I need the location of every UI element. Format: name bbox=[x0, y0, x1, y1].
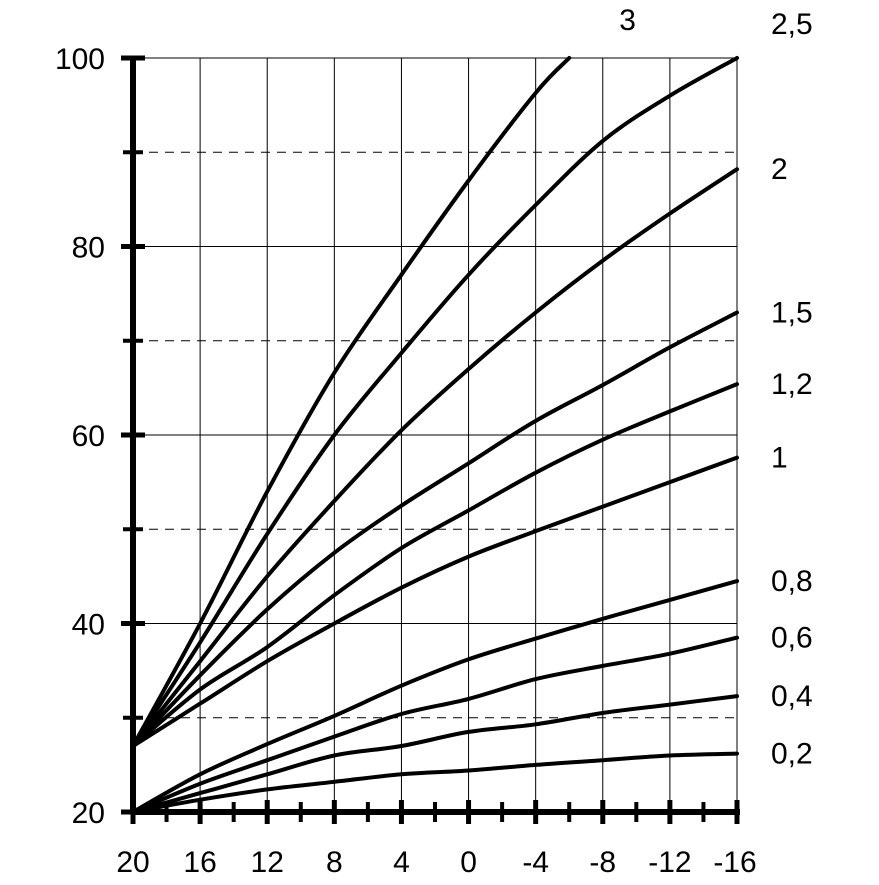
curve-0-8 bbox=[131, 579, 739, 814]
curve-label-1-5: 1,5 bbox=[771, 296, 813, 329]
x-tick-label: 12 bbox=[251, 846, 284, 879]
y-tick-label: 80 bbox=[72, 232, 105, 265]
x-tick-label: 4 bbox=[393, 846, 410, 879]
x-tick-label: 16 bbox=[183, 846, 216, 879]
curve-label-2: 2 bbox=[771, 153, 788, 186]
curve-layer bbox=[131, 56, 739, 814]
curve-label-1-2: 1,2 bbox=[771, 368, 813, 401]
y-tick-label: 100 bbox=[55, 43, 105, 76]
x-tick-label: -8 bbox=[589, 846, 616, 879]
curve-1-2 bbox=[131, 382, 739, 748]
curve-2 bbox=[131, 167, 739, 748]
x-tick-label: 0 bbox=[460, 846, 477, 879]
x-tick-label: -16 bbox=[713, 846, 756, 879]
curve-0-4 bbox=[131, 694, 739, 814]
curve-label-2-5: 2,5 bbox=[771, 8, 813, 41]
curve-2-5 bbox=[131, 56, 739, 748]
axis-layer bbox=[121, 55, 740, 824]
curve-label-0-6: 0,6 bbox=[771, 622, 813, 655]
curve-label-1: 1 bbox=[771, 442, 788, 475]
curve-label-0-2: 0,2 bbox=[771, 738, 813, 771]
x-tick-label: 8 bbox=[326, 846, 343, 879]
curve-0-6 bbox=[131, 635, 739, 814]
grid-layer bbox=[133, 57, 738, 812]
curve-0-2 bbox=[131, 751, 739, 814]
curve-label-0-4: 0,4 bbox=[771, 680, 813, 713]
curve-3 bbox=[131, 56, 572, 748]
x-tick-label: -4 bbox=[522, 846, 549, 879]
curve-1-5 bbox=[131, 310, 739, 748]
y-tick-label: 40 bbox=[72, 609, 105, 642]
y-tick-label: 20 bbox=[72, 797, 105, 830]
x-tick-label: 20 bbox=[116, 846, 149, 879]
curve-1 bbox=[131, 455, 739, 748]
curve-label-3: 3 bbox=[619, 4, 636, 37]
y-tick-label: 60 bbox=[72, 420, 105, 453]
curve-label-0-8: 0,8 bbox=[771, 565, 813, 598]
x-tick-label: -12 bbox=[648, 846, 691, 879]
